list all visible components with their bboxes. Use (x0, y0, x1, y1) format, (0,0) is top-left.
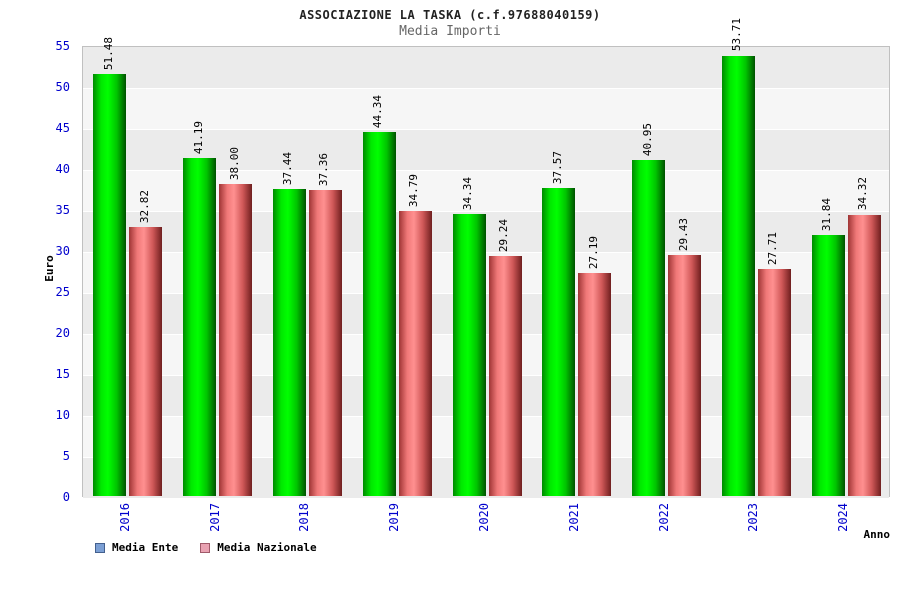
x-tick-label-2020: 2020 (477, 503, 491, 532)
bar-value-label: 38.00 (227, 147, 241, 181)
bar-value-label: 44.34 (371, 95, 385, 129)
legend: Media Ente Media Nazionale (95, 541, 317, 554)
bar-value-label: 34.32 (856, 177, 870, 211)
y-tick-label: 35 (55, 203, 70, 217)
bar-value-label: 31.84 (820, 197, 834, 231)
media-ente-swatch-icon (95, 542, 105, 553)
bar-media-nazionale-2019 (398, 210, 432, 496)
y-tick-label: 0 (62, 490, 70, 504)
gridline (83, 416, 889, 417)
bar-media-ente-2021 (542, 187, 576, 496)
bar-media-ente-2017 (183, 158, 217, 496)
bar-value-label: 41.19 (191, 121, 205, 155)
bar-value-label: 37.44 (281, 151, 295, 185)
bar-value-label: 37.36 (317, 152, 331, 186)
bar-value-label: 27.71 (766, 231, 780, 265)
gridline (83, 375, 889, 376)
y-tick-label: 30 (55, 244, 70, 258)
bar-value-label: 32.82 (137, 189, 151, 223)
y-tick-label: 50 (55, 80, 70, 94)
y-tick-label: 5 (62, 449, 70, 463)
gridline (83, 170, 889, 171)
bar-value-label: 51.48 (101, 36, 115, 70)
bar-value-label: 37.57 (550, 150, 564, 184)
x-axis-title: Anno (863, 528, 891, 541)
x-tick-label-2018: 2018 (297, 503, 312, 532)
bar-media-ente-2024 (811, 234, 845, 496)
bar-media-ente-2019 (362, 132, 396, 496)
bar-media-ente-2016 (93, 73, 127, 496)
legend-label-media-ente: Media Ente (112, 541, 179, 554)
gridline (83, 457, 889, 458)
bar-media-nazionale-2016 (129, 226, 163, 496)
bar-value-label: 53.71 (730, 18, 744, 52)
bar-value-label: 27.19 (586, 235, 600, 270)
chart-subtitle: Media Importi (399, 24, 501, 39)
x-tick-label-2023: 2023 (746, 503, 761, 532)
plot-area: 51.48 32.82 41.19 38.00 37.44 37.36 44.34 34.79… (82, 18, 890, 498)
gridline (83, 293, 889, 294)
plot-band (83, 47, 889, 88)
y-axis: 0 5 10 15 20 25 30 35 40 45 50 55 (0, 40, 76, 503)
x-tick-label-2019: 2019 (387, 503, 402, 532)
bar-media-nazionale-2022 (668, 254, 702, 496)
bar-media-nazionale-2021 (578, 273, 612, 496)
bar-media-nazionale-2018 (308, 189, 342, 496)
y-tick-label: 55 (55, 39, 70, 53)
gridline (83, 211, 889, 212)
bar-value-label: 29.43 (676, 217, 690, 251)
bar-value-label: 34.34 (461, 177, 474, 211)
y-tick-label: 10 (55, 408, 70, 422)
bar-media-ente-2023 (721, 55, 755, 496)
x-tick-label-2021: 2021 (566, 503, 581, 532)
gridline (83, 129, 889, 130)
x-axis: 2016 2017 2018 2019 2020 2021 2022 2023 2024 (82, 501, 890, 543)
bar-media-nazionale-2023 (757, 268, 791, 496)
x-tick-label-2024: 2024 (836, 503, 851, 532)
bar-media-nazionale-2020 (488, 256, 522, 496)
x-tick-label-2016: 2016 (117, 503, 132, 532)
legend-item-media-nazionale: Media Nazionale (200, 541, 317, 554)
media-nazionale-swatch-icon (200, 542, 211, 553)
y-axis-title: Euro (42, 255, 56, 282)
bar-media-nazionale-2024 (847, 214, 881, 496)
x-tick-label-2022: 2022 (656, 503, 671, 532)
bar-media-nazionale-2017 (219, 184, 253, 496)
bar-media-ente-2022 (632, 160, 666, 496)
y-tick-label: 40 (55, 162, 70, 176)
x-tick-label-2017: 2017 (207, 503, 222, 532)
y-tick-label: 15 (55, 367, 70, 381)
y-tick-label: 25 (55, 285, 70, 299)
legend-item-media-ente: Media Ente (95, 541, 178, 554)
y-tick-label: 45 (55, 121, 70, 135)
bar-media-ente-2020 (452, 214, 486, 496)
bar-value-label: 29.24 (497, 219, 510, 253)
bar-media-ente-2018 (272, 189, 306, 496)
gridline (83, 252, 889, 253)
bar-value-label: 34.79 (407, 173, 421, 207)
gridline (83, 334, 889, 335)
bar-value-label: 40.95 (640, 123, 654, 157)
legend-label-media-nazionale: Media Nazionale (217, 541, 317, 554)
chart-title: ASSOCIAZIONE LA TASKA (c.f.97688040159) (299, 8, 601, 22)
gridline (83, 88, 889, 89)
y-tick-label: 20 (55, 326, 70, 340)
